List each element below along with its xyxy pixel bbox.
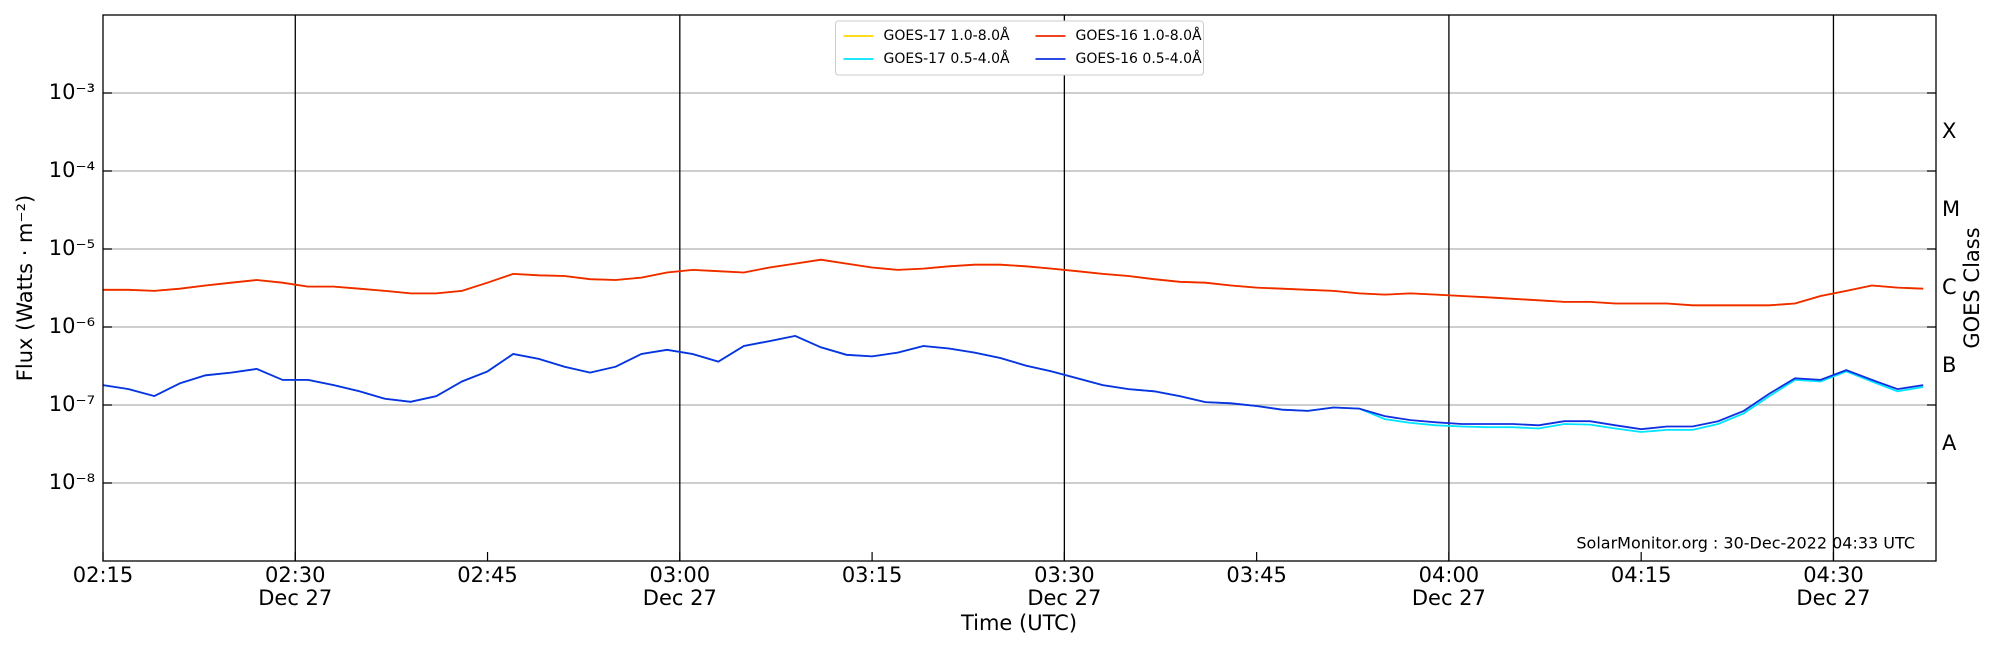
legend: GOES-17 1.0-8.0Å GOES-17 0.5-4.0Å GOES-16 … bbox=[835, 20, 1204, 76]
x-tick-label: 04:15 bbox=[1611, 563, 1672, 587]
annotation: SolarMonitor.org : 30-Dec-2022 04:33 UTC bbox=[1576, 534, 1915, 553]
class-label: M bbox=[1942, 197, 1960, 221]
y-tick-label: 10⁻⁶ bbox=[49, 314, 95, 338]
series-line bbox=[103, 258, 1924, 307]
x-tick-label: 03:00 bbox=[650, 563, 711, 587]
legend-label: GOES-17 0.5-4.0Å bbox=[884, 50, 1010, 67]
x-tick-date: Dec 27 bbox=[643, 586, 717, 610]
x-tick-label: 04:30 bbox=[1803, 563, 1864, 587]
legend-box bbox=[835, 20, 1204, 76]
class-label: B bbox=[1942, 353, 1956, 377]
x-tick-label: 04:00 bbox=[1419, 563, 1480, 587]
x-tick-date: Dec 27 bbox=[1027, 586, 1101, 610]
legend-label: GOES-16 0.5-4.0Å bbox=[1076, 50, 1202, 67]
x-tick-label: 02:15 bbox=[73, 563, 134, 587]
y-tick-label: 10⁻⁷ bbox=[49, 392, 95, 416]
x-tick-date: Dec 27 bbox=[1412, 586, 1486, 610]
legend-label: GOES-17 1.0-8.0Å bbox=[884, 27, 1010, 44]
x-tick-label: 03:15 bbox=[842, 563, 903, 587]
x-tick-label: 02:45 bbox=[457, 563, 518, 587]
x-tick-label: 03:30 bbox=[1034, 563, 1095, 587]
y-tick-label: 10⁻³ bbox=[49, 80, 95, 104]
y-axis-label: Flux (Watts · m⁻²) bbox=[13, 195, 37, 381]
x-axis-label: Time (UTC) bbox=[960, 611, 1077, 635]
legend-label: GOES-16 1.0-8.0Å bbox=[1076, 27, 1202, 44]
x-tick-label: 03:45 bbox=[1226, 563, 1287, 587]
series-line bbox=[102, 334, 1924, 431]
class-label: C bbox=[1942, 275, 1957, 299]
y-tick-label: 10⁻⁵ bbox=[49, 236, 95, 260]
y-tick-label: 10⁻⁸ bbox=[49, 470, 95, 494]
plot-frame bbox=[102, 14, 1937, 562]
y-tick-label: 10⁻⁴ bbox=[49, 158, 95, 182]
x-tick-date: Dec 27 bbox=[258, 586, 332, 610]
x-tick-date: Dec 27 bbox=[1796, 586, 1870, 610]
class-label: X bbox=[1942, 119, 1956, 143]
y2-axis-label: GOES Class bbox=[1960, 227, 1984, 348]
x-tick-label: 02:30 bbox=[265, 563, 326, 587]
class-label: A bbox=[1942, 431, 1957, 455]
